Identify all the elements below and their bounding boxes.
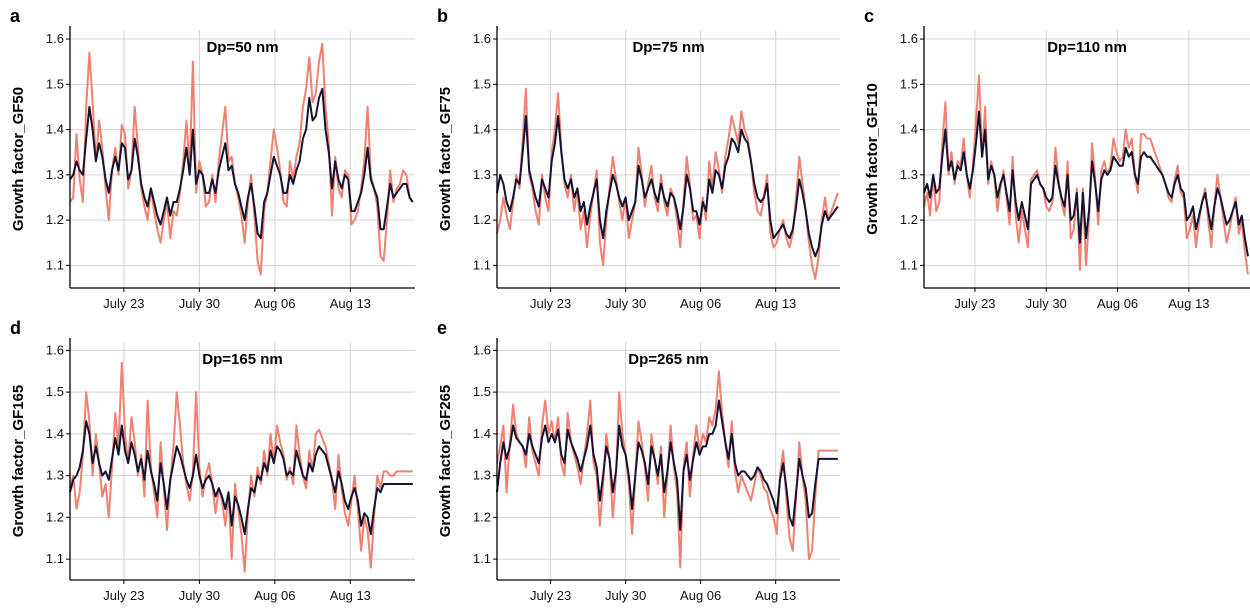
x-tick-label: July 23 <box>530 588 571 603</box>
y-tick-label: 1.6 <box>46 342 64 357</box>
red-series-line <box>69 42 414 276</box>
y-tick-label: 1.5 <box>46 76 64 91</box>
y-tick-label: 1.6 <box>900 31 918 46</box>
y-tick-label: 1.1 <box>900 257 918 272</box>
y-axis-label: Growth factor_GF265 <box>437 385 454 538</box>
black-series-line <box>69 420 413 536</box>
x-tick-label: July 30 <box>605 296 646 311</box>
black-series-line <box>496 399 838 531</box>
y-tick-label: 1.6 <box>473 31 491 46</box>
y-tick-label: 1.3 <box>46 468 64 483</box>
x-tick-label: Aug 13 <box>1168 296 1209 311</box>
y-tick-label: 1.1 <box>473 257 491 272</box>
panel-title: Dp=50 nm <box>206 39 278 56</box>
panel-d: 1.1 1.2 1.3 1.4 1.5 1.6 July 23 July 30 Aug 06 Au… <box>10 318 415 603</box>
y-tick-label: 1.2 <box>900 212 918 227</box>
x-tick-label: Aug 06 <box>680 588 721 603</box>
panel-title: Dp=110 nm <box>1047 39 1127 56</box>
panel-c: 1.1 1.2 1.3 1.4 1.5 1.6 July 23 July 30 Aug 06 Au… <box>864 6 1250 311</box>
red-series-line <box>496 87 839 280</box>
x-tick-label: Aug 13 <box>330 588 371 603</box>
panel-title: Dp=75 nm <box>632 39 704 56</box>
x-tick-label: July 30 <box>179 296 220 311</box>
y-tick-label: 1.3 <box>473 167 491 182</box>
y-tick-label: 1.3 <box>900 167 918 182</box>
y-axis-label: Growth factor_GF75 <box>437 87 454 231</box>
y-tick-label: 1.5 <box>46 384 64 399</box>
black-series-line <box>496 115 839 258</box>
y-tick-label: 1.5 <box>900 76 918 91</box>
x-tick-label: July 23 <box>103 296 144 311</box>
y-tick-label: 1.3 <box>46 167 64 182</box>
x-tick-label: Aug 06 <box>680 296 721 311</box>
panel-b: 1.1 1.2 1.3 1.4 1.5 1.6 July 23 July 30 Aug 06 Au… <box>437 6 840 311</box>
x-tick-label: Aug 06 <box>1097 296 1138 311</box>
y-axis-label: Growth factor_GF110 <box>864 83 881 235</box>
x-tick-label: July 30 <box>179 588 220 603</box>
y-tick-label: 1.3 <box>473 468 491 483</box>
x-tick-label: July 30 <box>605 588 646 603</box>
y-tick-label: 1.5 <box>473 76 491 91</box>
red-series-line <box>69 361 413 573</box>
y-tick-label: 1.4 <box>46 122 64 137</box>
y-tick-label: 1.4 <box>46 426 64 441</box>
panel-letter: e <box>437 318 447 338</box>
x-tick-label: July 23 <box>530 296 571 311</box>
y-tick-label: 1.4 <box>900 122 918 137</box>
panel-letter: d <box>10 318 21 338</box>
panel-letter: a <box>10 6 21 26</box>
panel-letter: c <box>864 6 874 26</box>
y-axis-label: Growth factor_GF165 <box>10 385 27 538</box>
y-tick-label: 1.4 <box>473 426 491 441</box>
x-tick-label: July 23 <box>954 296 995 311</box>
y-axis-label: Growth factor_GF50 <box>10 87 27 231</box>
panel-title: Dp=265 nm <box>628 351 708 368</box>
x-tick-label: July 23 <box>103 588 144 603</box>
y-tick-label: 1.2 <box>473 212 491 227</box>
y-tick-label: 1.1 <box>46 257 64 272</box>
x-tick-label: Aug 13 <box>330 296 371 311</box>
panel-letter: b <box>437 6 448 26</box>
panel-e: 1.1 1.2 1.3 1.4 1.5 1.6 July 23 July 30 Aug 06 Au… <box>437 318 840 603</box>
x-tick-label: July 30 <box>1026 296 1067 311</box>
panel-title: Dp=165 nm <box>202 351 282 368</box>
y-tick-label: 1.1 <box>46 551 64 566</box>
y-tick-label: 1.2 <box>473 509 491 524</box>
y-tick-label: 1.6 <box>46 31 64 46</box>
x-tick-label: Aug 13 <box>755 588 796 603</box>
black-series-line <box>923 110 1249 257</box>
y-tick-label: 1.4 <box>473 122 491 137</box>
x-tick-label: Aug 13 <box>755 296 796 311</box>
x-tick-label: Aug 06 <box>254 588 295 603</box>
y-tick-label: 1.2 <box>46 509 64 524</box>
y-tick-label: 1.1 <box>473 551 491 566</box>
y-tick-label: 1.6 <box>473 342 491 357</box>
black-series-line <box>69 87 414 240</box>
y-tick-label: 1.5 <box>473 384 491 399</box>
panel-a: 1.1 1.2 1.3 1.4 1.5 1.6 July 23 July 30 Aug 06 Au… <box>10 6 415 311</box>
x-tick-label: Aug 06 <box>254 296 295 311</box>
red-series-line <box>923 74 1249 275</box>
y-tick-label: 1.2 <box>46 212 64 227</box>
